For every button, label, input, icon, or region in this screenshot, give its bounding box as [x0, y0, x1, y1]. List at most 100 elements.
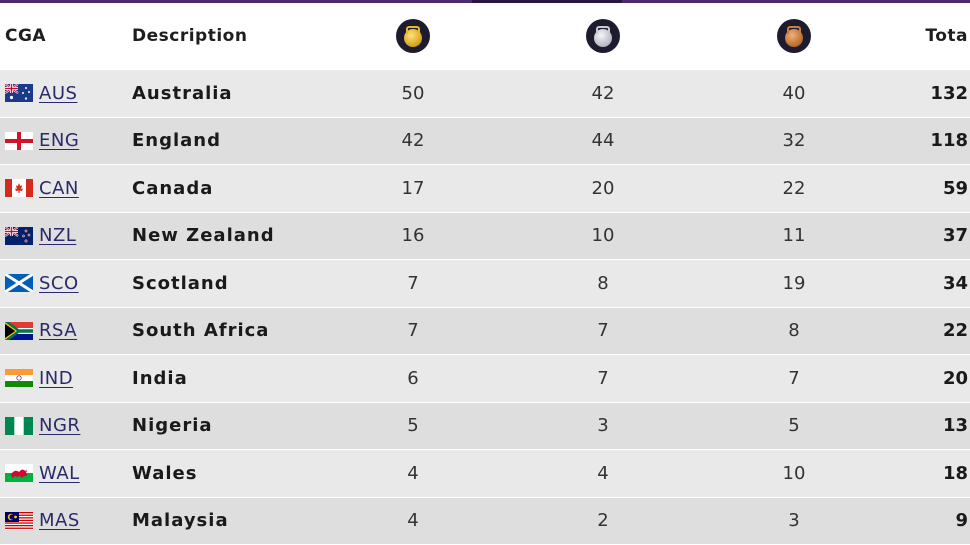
silver-count: 3 [597, 415, 609, 437]
table-row: NZL New Zealand 16 10 11 37 [0, 211, 970, 260]
india-flag-icon [5, 369, 33, 388]
table-row: SCO Scotland 7 8 19 34 [0, 259, 970, 307]
cga-code-link[interactable]: MAS [39, 510, 80, 532]
cga-cell: CAN [5, 165, 79, 212]
bronze-count: 40 [782, 82, 806, 104]
country-name: Scotland [132, 272, 229, 294]
gold-count: 6 [407, 367, 419, 389]
header-bronze[interactable] [744, 3, 844, 69]
country-name: New Zealand [132, 225, 275, 247]
cga-cell: AUS [4, 70, 78, 117]
table-row: IND India 6 7 7 20 [0, 354, 970, 402]
gold-count: 5 [407, 415, 419, 437]
header-gold[interactable] [363, 3, 463, 69]
cga-code-link[interactable]: WAL [39, 462, 80, 484]
table-row: CAN Canada 17 20 22 59 [0, 164, 970, 212]
gold-count: 7 [407, 320, 419, 342]
silver-count: 44 [591, 130, 615, 152]
total-count: 59 [942, 177, 968, 199]
bronze-count: 8 [788, 320, 800, 342]
bronze-count: 22 [782, 177, 806, 199]
country-name: Nigeria [132, 415, 213, 437]
total-count: 9 [955, 510, 968, 532]
medal-table: CGA Description Tota AUS Australia 50 42… [0, 3, 970, 544]
table-row: MAS Malaysia 4 2 3 9 [0, 496, 970, 545]
silver-count: 2 [597, 510, 609, 532]
nigeria-flag-icon [5, 416, 33, 435]
total-count: 20 [942, 367, 968, 389]
cga-cell: NZL [4, 213, 77, 260]
total-count: 13 [942, 415, 968, 437]
country-name: Australia [132, 82, 233, 104]
cga-cell: MAS [5, 498, 80, 545]
silver-medal-icon [586, 19, 620, 53]
bronze-count: 3 [788, 510, 800, 532]
cga-cell: ENG [5, 118, 79, 165]
country-name: South Africa [132, 320, 270, 342]
gold-count: 50 [401, 82, 425, 104]
table-row: RSA South Africa 7 7 8 22 [0, 306, 970, 355]
canada-flag-icon [5, 179, 33, 198]
total-count: 22 [942, 320, 968, 342]
cga-cell: WAL [5, 450, 80, 497]
silver-count: 10 [591, 225, 615, 247]
silver-count: 7 [597, 320, 609, 342]
south-africa-flag-icon [5, 321, 33, 340]
gold-medal-icon [396, 19, 430, 53]
cga-cell: SCO [4, 260, 79, 307]
bronze-count: 5 [788, 415, 800, 437]
cga-cell: IND [5, 355, 73, 402]
total-count: 118 [930, 130, 968, 152]
scotland-flag-icon [4, 272, 34, 294]
silver-count: 8 [597, 272, 609, 294]
gold-count: 7 [407, 272, 419, 294]
cga-cell: NGR [5, 403, 80, 450]
cga-code-link[interactable]: IND [39, 367, 74, 389]
table-header: CGA Description Tota [0, 3, 970, 69]
gold-count: 16 [401, 225, 425, 247]
table-row: WAL Wales 4 4 10 18 [0, 449, 970, 497]
header-description[interactable]: Description [132, 26, 248, 46]
bronze-count: 10 [782, 462, 806, 484]
silver-count: 7 [597, 367, 609, 389]
cga-code-link[interactable]: RSA [39, 320, 78, 342]
new-zealand-flag-icon [4, 225, 33, 245]
australia-flag-icon [4, 83, 33, 103]
total-count: 18 [942, 462, 968, 484]
silver-count: 20 [591, 177, 615, 199]
header-cga[interactable]: CGA [5, 26, 47, 46]
gold-count: 17 [401, 177, 425, 199]
wales-flag-icon [5, 464, 33, 483]
england-flag-icon [5, 131, 33, 150]
cga-code-link[interactable]: AUS [39, 82, 78, 104]
country-name: Wales [132, 462, 198, 484]
bronze-count: 7 [788, 367, 800, 389]
total-count: 37 [942, 225, 968, 247]
table-row: NGR Nigeria 5 3 5 13 [0, 401, 970, 450]
cga-code-link[interactable]: NGR [39, 415, 81, 437]
cga-code-link[interactable]: NZL [39, 225, 77, 247]
malaysia-flag-icon [5, 511, 33, 530]
bronze-count: 11 [782, 225, 806, 247]
cga-code-link[interactable]: CAN [39, 177, 79, 199]
country-name: England [132, 130, 222, 152]
total-count: 132 [930, 82, 968, 104]
top-accent-highlight [472, 0, 622, 3]
bronze-count: 32 [782, 130, 806, 152]
top-accent-bar [0, 0, 970, 3]
country-name: India [132, 367, 188, 389]
bronze-medal-icon [777, 19, 811, 53]
cga-code-link[interactable]: ENG [39, 130, 80, 152]
table-row: AUS Australia 50 42 40 132 [0, 69, 970, 117]
country-name: Canada [132, 177, 214, 199]
bronze-count: 19 [782, 272, 806, 294]
country-name: Malaysia [132, 510, 229, 532]
gold-count: 42 [401, 130, 425, 152]
silver-count: 4 [597, 462, 609, 484]
cga-code-link[interactable]: SCO [39, 272, 79, 294]
silver-count: 42 [591, 82, 615, 104]
table-row: ENG England 42 44 32 118 [0, 116, 970, 165]
header-silver[interactable] [553, 3, 653, 69]
cga-cell: RSA [5, 308, 77, 355]
header-total[interactable]: Tota [925, 26, 968, 46]
